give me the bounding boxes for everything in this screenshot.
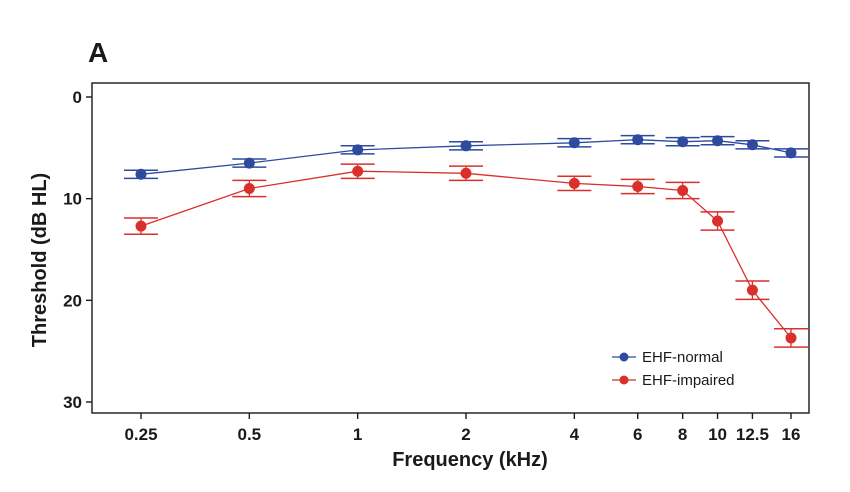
data-point	[677, 185, 689, 197]
data-point	[712, 135, 724, 147]
data-point	[460, 140, 472, 152]
y-tick-label: 0	[73, 88, 82, 107]
x-tick-label: 6	[633, 425, 642, 444]
legend-marker	[619, 352, 629, 362]
y-tick-label: 10	[63, 190, 82, 209]
data-point	[677, 136, 689, 148]
x-axis: 0.25 0.5 1 2 4 6 8 10 12.5 16	[124, 413, 800, 444]
data-point	[243, 183, 255, 194]
legend-label: EHF-impaired	[642, 372, 735, 389]
data-point	[632, 134, 644, 146]
y-axis: 0 10 20 30	[63, 88, 92, 412]
x-tick-label: 8	[678, 425, 687, 444]
x-tick-label: 2	[461, 425, 470, 444]
series-ehf-impaired	[124, 163, 808, 348]
data-point	[460, 167, 472, 179]
legend-marker	[619, 375, 629, 385]
data-point	[135, 168, 147, 180]
data-point	[352, 144, 364, 156]
x-tick-label: 0.5	[238, 425, 262, 444]
y-axis-label: Threshold (dB HL)	[29, 173, 51, 347]
series-line	[140, 139, 792, 175]
plot-area-frame	[91, 82, 810, 414]
data-point	[712, 215, 724, 227]
x-axis-label: Frequency (kHz)	[392, 449, 548, 471]
panel-label: A	[88, 37, 108, 68]
x-tick-label: 12.5	[736, 425, 769, 444]
data-point	[135, 220, 147, 232]
x-tick-label: 0.25	[124, 425, 157, 444]
y-tick-label: 20	[63, 291, 82, 310]
data-point	[785, 332, 797, 344]
data-point	[746, 139, 758, 151]
series-layer	[124, 134, 808, 348]
data-point	[785, 147, 797, 159]
series-ehf-normal	[124, 134, 808, 180]
x-tick-label: 10	[708, 425, 727, 444]
data-point	[568, 137, 580, 149]
data-point	[568, 177, 580, 189]
data-point	[352, 165, 364, 177]
data-point	[746, 284, 758, 296]
legend-label: EHF-normal	[642, 349, 723, 366]
data-point	[243, 157, 255, 169]
x-tick-label: 1	[353, 425, 362, 444]
x-tick-label: 16	[782, 425, 801, 444]
series-line	[140, 170, 792, 339]
y-tick-label: 30	[63, 393, 82, 412]
legend: EHF-normal EHF-impaired	[612, 349, 735, 389]
x-tick-label: 4	[570, 425, 580, 444]
data-point	[632, 180, 644, 192]
